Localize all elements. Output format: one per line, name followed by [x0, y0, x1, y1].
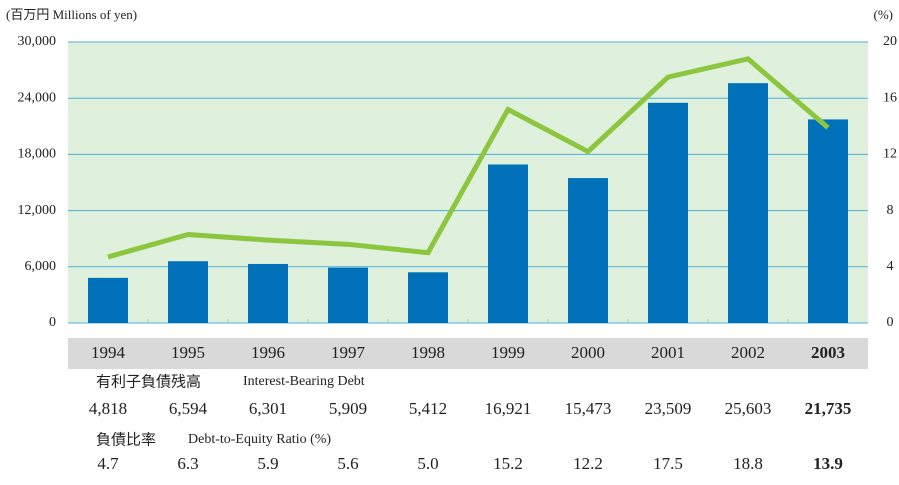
value-label: 6.3 — [177, 454, 198, 473]
value-label: 25,603 — [725, 399, 772, 418]
value-label: 15.2 — [493, 454, 523, 473]
x-tick-label: 1998 — [411, 343, 445, 362]
x-tick-label: 2001 — [651, 343, 685, 362]
y2-tick-label: 12 — [883, 147, 897, 162]
value-label: 21,735 — [805, 399, 852, 418]
y2-tick-label: 16 — [883, 90, 897, 105]
x-tick-label: 2003 — [811, 343, 845, 362]
value-label: 5.6 — [337, 454, 358, 473]
value-label: 23,509 — [645, 399, 692, 418]
value-label: 5.0 — [417, 454, 438, 473]
row-label-ja: 有利子負債残高 — [96, 373, 201, 391]
value-label: 6,594 — [169, 399, 208, 418]
bar — [88, 277, 128, 323]
year-row-background — [68, 338, 868, 369]
value-label: 5,909 — [329, 399, 367, 418]
y-tick-label: 6,000 — [25, 259, 57, 274]
bar — [488, 164, 528, 323]
x-tick-label: 2000 — [571, 343, 605, 362]
y-axis-label: (百万円 Millions of yen) — [6, 7, 137, 22]
y-tick-label: 18,000 — [18, 147, 57, 162]
bar — [728, 83, 768, 323]
value-label: 5,412 — [409, 399, 447, 418]
y2-tick-label: 4 — [887, 259, 894, 274]
x-tick-label: 1995 — [171, 343, 205, 362]
value-label: 4.7 — [97, 454, 119, 473]
value-label: 15,473 — [565, 399, 612, 418]
bar — [328, 267, 368, 323]
value-label: 6,301 — [249, 399, 287, 418]
y-tick-label: 30,000 — [18, 34, 57, 49]
x-tick-label: 1999 — [491, 343, 525, 362]
row-label-ja: 負債比率 — [96, 431, 156, 449]
x-tick-label: 2002 — [731, 343, 765, 362]
bar — [248, 263, 288, 323]
y-tick-label: 24,000 — [18, 90, 57, 105]
y-tick-label: 12,000 — [18, 203, 57, 218]
value-label: 12.2 — [573, 454, 603, 473]
value-label: 5.9 — [257, 454, 278, 473]
value-label: 18.8 — [733, 454, 763, 473]
row-label: Debt-to-Equity Ratio (%) — [188, 432, 331, 447]
value-label: 17.5 — [653, 454, 683, 473]
value-label: 16,921 — [485, 399, 532, 418]
line — [107, 56, 830, 260]
bar — [408, 272, 448, 323]
x-tick-label: 1996 — [251, 343, 285, 362]
x-tick-label: 1994 — [91, 343, 126, 362]
y2-tick-label: 8 — [887, 203, 894, 218]
bar — [808, 119, 848, 323]
bar — [168, 261, 208, 323]
bar — [568, 178, 608, 323]
y2-tick-label: 20 — [883, 34, 897, 49]
y-tick-label: 0 — [49, 315, 56, 330]
value-label: 13.9 — [813, 454, 843, 473]
value-label: 4,818 — [89, 399, 127, 418]
bar — [648, 102, 688, 323]
y2-axis-label: (%) — [874, 7, 894, 22]
y2-tick-label: 0 — [887, 315, 894, 330]
x-tick-label: 1997 — [331, 343, 366, 362]
row-label: Interest-Bearing Debt — [243, 374, 365, 389]
